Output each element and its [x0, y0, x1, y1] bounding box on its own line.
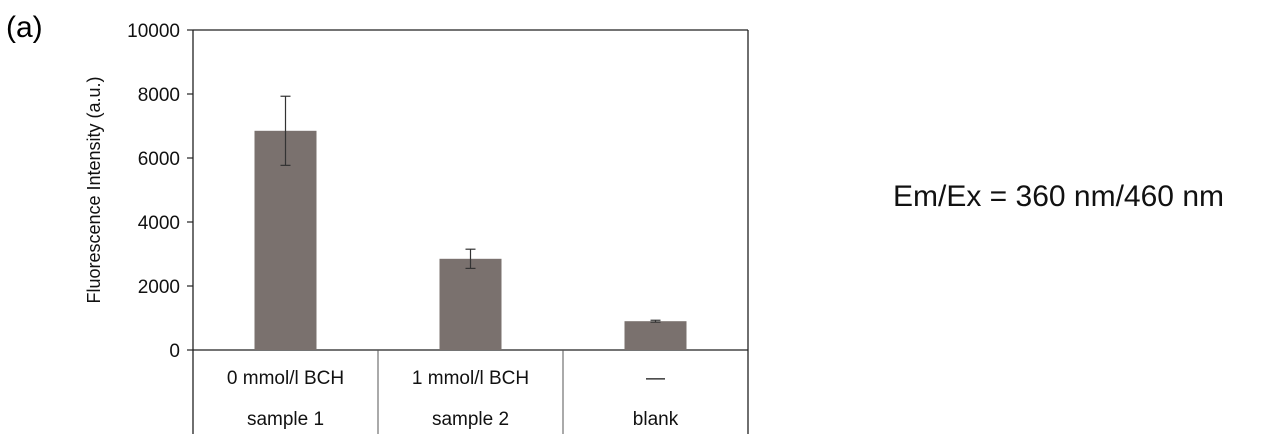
category-label: 1 mmol/l BCH [412, 368, 529, 389]
group-label: blank [633, 409, 679, 430]
y-tick-label: 8000 [138, 85, 180, 106]
y-tick-label: 6000 [138, 149, 180, 170]
y-axis-label: Fluorescence Intensity (a.u.) [84, 76, 104, 303]
axes: 0 2000 4000 6000 8000 10000 Fluorescence Inten… [84, 21, 749, 434]
group-label: sample 2 [432, 409, 509, 430]
category-labels: 0 mmol/l BCH sample 1 1 mmol/l BCH sample 2… [227, 368, 679, 430]
category-label: — [646, 368, 665, 389]
y-tick-label: 0 [169, 341, 180, 362]
bar [254, 130, 317, 350]
y-tick-label: 2000 [138, 277, 180, 298]
y-tick-label: 10000 [127, 21, 180, 42]
category-label: 0 mmol/l BCH [227, 368, 344, 389]
bar [624, 321, 687, 350]
bar [439, 258, 502, 350]
panel-label: (a) [6, 11, 43, 44]
y-tick-label: 4000 [138, 213, 180, 234]
bars [254, 95, 687, 350]
group-label: sample 1 [247, 409, 324, 430]
wavelength-note: Em/Ex = 360 nm/460 nm [893, 180, 1224, 213]
